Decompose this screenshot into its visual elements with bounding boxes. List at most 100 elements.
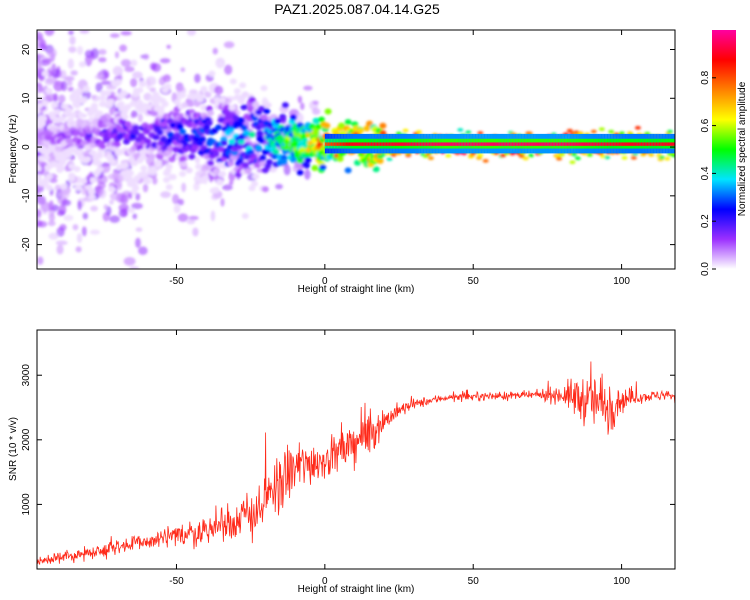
spectrogram-cell bbox=[159, 58, 171, 64]
spectrogram-cell bbox=[634, 142, 637, 146]
spectrogram-cell bbox=[100, 80, 111, 86]
figure-title: PAZ1.2025.087.04.14.G25 bbox=[274, 1, 440, 17]
snr-panel: -50 0 50 100 1000 2000 3000 Height of straigh… bbox=[8, 329, 676, 595]
snr-y-tick-label: 2000 bbox=[21, 428, 32, 451]
spectrogram-cell bbox=[666, 142, 668, 146]
spectrogram-cell bbox=[436, 142, 438, 146]
spectrogram-cell bbox=[233, 88, 241, 95]
spectrogram-cell bbox=[617, 142, 619, 146]
spectrogram-cell bbox=[476, 142, 478, 146]
spectrogram-cell bbox=[215, 124, 223, 131]
spectrogram-cell bbox=[56, 244, 64, 255]
spectrogram-cell bbox=[241, 213, 249, 220]
spectrogram-cell bbox=[421, 142, 423, 146]
spectrogram-cell bbox=[602, 142, 604, 146]
spectrogram-cell bbox=[363, 125, 371, 132]
spectrogram-cell bbox=[281, 102, 289, 109]
spectrogram-cell bbox=[37, 155, 45, 162]
spectrogram-cell bbox=[113, 184, 118, 194]
spectrogram-cell bbox=[504, 142, 506, 146]
spectrogram-cell bbox=[50, 101, 58, 108]
spectrogram-cell bbox=[498, 142, 501, 146]
spectrogram-cell bbox=[82, 85, 90, 92]
spectrogram-cell bbox=[188, 215, 199, 221]
spectrogram-cell bbox=[177, 198, 184, 206]
snr-plot-frame bbox=[36, 329, 676, 570]
spectrogram-cell bbox=[109, 33, 120, 38]
spectrogram-cell bbox=[48, 178, 58, 184]
spectrogram-cell bbox=[350, 142, 352, 146]
spectrogram-cell bbox=[121, 162, 129, 169]
spectrogram-cell bbox=[67, 58, 74, 70]
spectrogram-y-axis: -20 -10 0 10 20 bbox=[21, 44, 675, 252]
spectrogram-cell bbox=[37, 94, 42, 102]
spectrogram-cell bbox=[47, 220, 56, 227]
colorbar-tick-label: 0.4 bbox=[700, 166, 711, 180]
spectrogram-cell bbox=[394, 142, 397, 146]
spectrogram-cell bbox=[247, 106, 255, 113]
spectrogram-cell bbox=[53, 109, 61, 116]
spectrogram-cell bbox=[120, 59, 132, 68]
spectrogram-cell bbox=[201, 175, 209, 182]
spectrogram-cell bbox=[60, 140, 68, 147]
spectrogram-cell bbox=[588, 142, 591, 146]
spectrogram-cell bbox=[98, 49, 107, 55]
spectrogram-cell bbox=[590, 142, 593, 146]
snr-x-tick-label: -50 bbox=[169, 576, 184, 587]
spectrogram-cell bbox=[130, 160, 138, 167]
spectrogram-cell bbox=[412, 142, 414, 146]
spectrogram-cell bbox=[623, 142, 625, 146]
spectrogram-cell bbox=[584, 142, 587, 146]
spectrogram-cell bbox=[338, 142, 340, 146]
spectrogram-cell bbox=[390, 142, 392, 146]
spectrogram-cell bbox=[255, 144, 263, 151]
spectrogram-cell bbox=[229, 78, 237, 85]
spectrogram-cell bbox=[356, 142, 358, 146]
spectrogram-cell bbox=[109, 199, 114, 205]
spectrogram-cell bbox=[194, 73, 201, 84]
spectrogram-cell bbox=[102, 178, 109, 183]
spectrogram-cell bbox=[88, 188, 96, 195]
spectrogram-cell bbox=[520, 142, 523, 146]
spectrogram-cell bbox=[138, 246, 148, 255]
spectrogram-cell bbox=[621, 142, 624, 146]
spectrogram-cell bbox=[272, 122, 280, 129]
spectrogram-cell bbox=[237, 117, 245, 124]
spectrogram-cell bbox=[409, 142, 412, 146]
spectrogram-cell bbox=[131, 110, 138, 118]
spectrogram-cell bbox=[149, 87, 156, 93]
spectrogram-cell bbox=[165, 184, 173, 191]
spectrogram-cell bbox=[445, 142, 447, 146]
colorbar-tick-label: 0.8 bbox=[700, 70, 711, 84]
spectrogram-cell bbox=[347, 142, 349, 146]
spectrogram-cell bbox=[55, 240, 68, 246]
spectrogram-cell bbox=[332, 142, 334, 146]
spectrogram-cell bbox=[330, 142, 333, 146]
spectrogram-cell bbox=[537, 142, 539, 146]
spectrogram-cell bbox=[569, 142, 572, 146]
spectrogram-cell bbox=[631, 142, 634, 146]
spectrogram-cell bbox=[522, 142, 524, 146]
spectrogram-cell bbox=[163, 74, 171, 83]
spectrogram-cell bbox=[114, 174, 125, 183]
spectrogram-cell bbox=[508, 142, 511, 146]
spectrogram-cell bbox=[180, 67, 186, 73]
spectrogram-cell bbox=[196, 96, 204, 103]
spectrogram-cell bbox=[473, 142, 475, 146]
spectrogram-cell bbox=[79, 30, 90, 34]
spectrogram-cell bbox=[526, 142, 529, 146]
spectrogram-cell bbox=[140, 170, 148, 177]
spectrogram-cell bbox=[243, 129, 251, 136]
spectrogram-cell bbox=[101, 162, 111, 173]
spectrogram-cell bbox=[445, 153, 452, 158]
spectrogram-cell bbox=[465, 142, 468, 146]
spectrogram-cell bbox=[311, 165, 319, 172]
spectrogram-cell bbox=[531, 142, 533, 146]
spectrogram-cell bbox=[109, 159, 117, 166]
spectrogram-cell bbox=[558, 153, 565, 157]
spectrogram-cell bbox=[354, 142, 357, 146]
spectrogram-cell bbox=[587, 142, 590, 146]
spectrogram-cell bbox=[204, 91, 212, 98]
spectrogram-cell bbox=[112, 65, 124, 76]
spectrogram-cell bbox=[220, 198, 225, 207]
